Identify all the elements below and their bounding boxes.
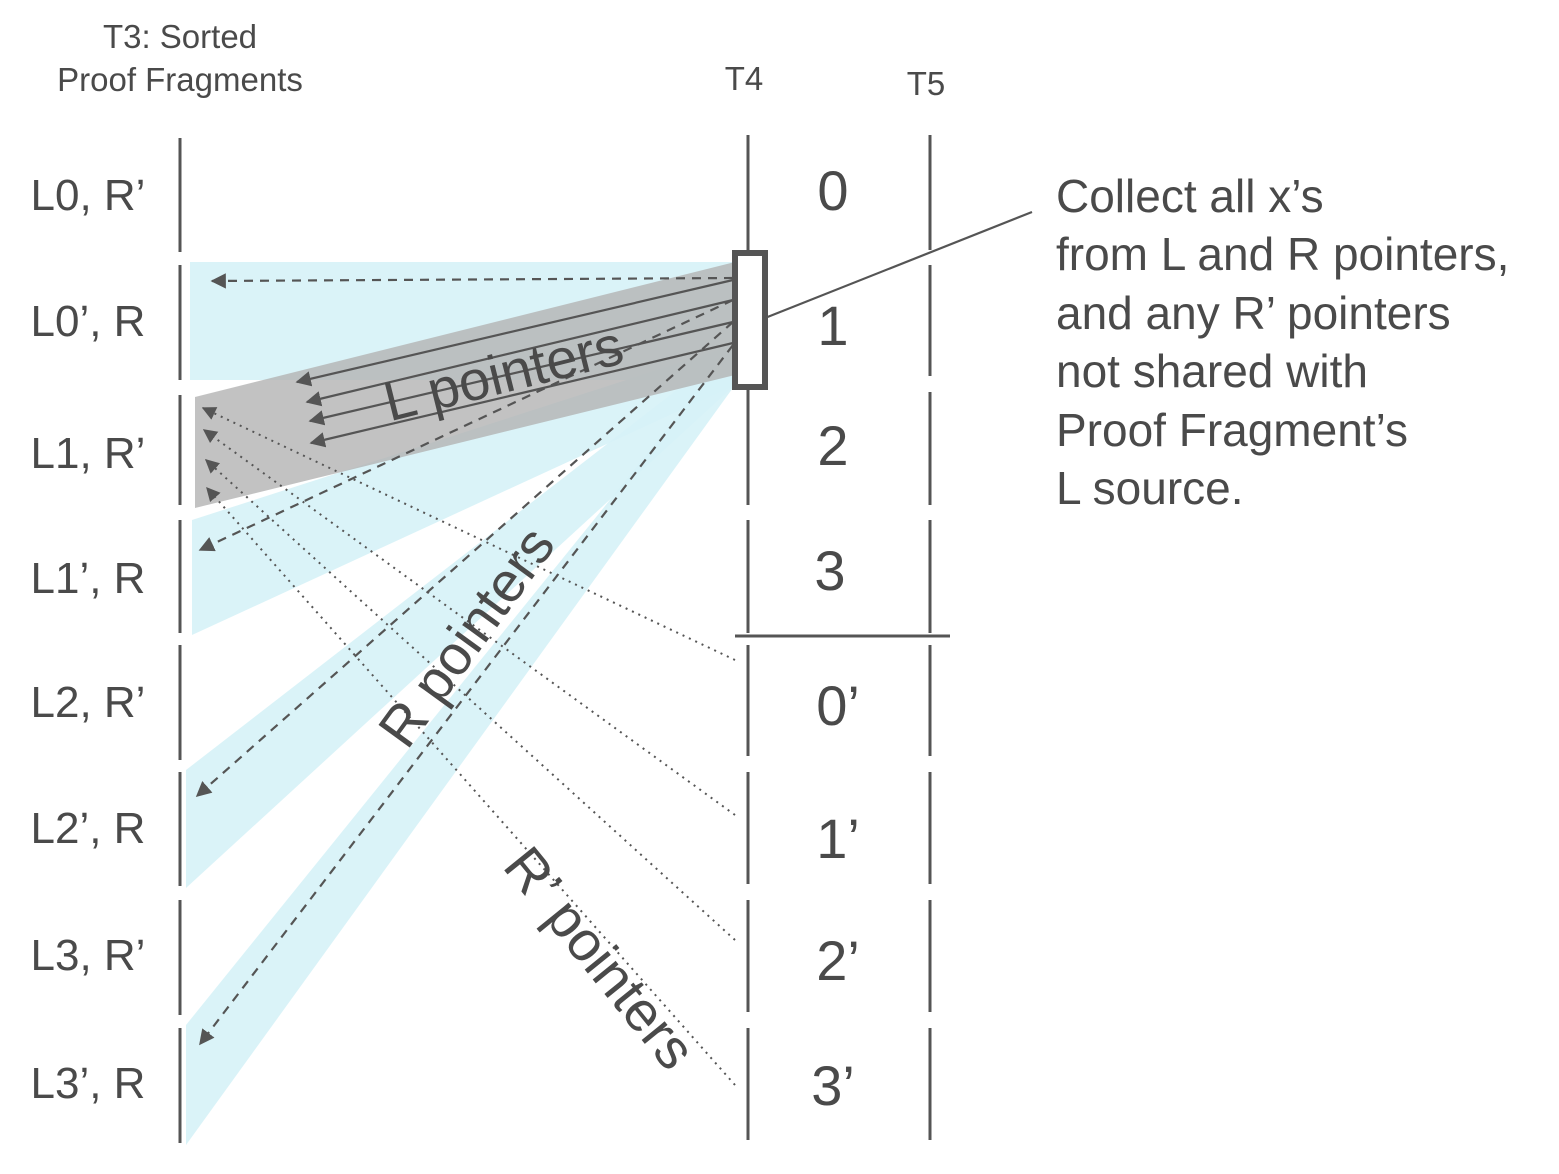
t4-entry: 2 [817, 414, 848, 477]
rprime-arrow-2 [204, 459, 736, 941]
r-arrow-3 [199, 344, 734, 1046]
t3-row-label: L0’, R [31, 297, 146, 346]
annotation-line: not shared with [1056, 345, 1368, 397]
rprime-arrow-0 [201, 407, 736, 661]
t3-header-line2: Proof Fragments [57, 61, 303, 98]
t3-row-label: L2’, R [31, 804, 146, 853]
t4-entry: 1’ [816, 807, 860, 870]
t4-entry: 1 [817, 294, 848, 357]
t4-entry: 3’ [811, 1054, 855, 1117]
rprime-pointer-arrows [201, 407, 736, 1086]
t3-row-label: L1’, R [31, 554, 146, 603]
annotation-line: Proof Fragment’s [1056, 404, 1408, 456]
l-arrow-3 [309, 341, 734, 448]
r-band-l1prime [192, 345, 735, 635]
rprime-arrow-1 [202, 429, 736, 816]
t4-entry: 0 [817, 159, 848, 222]
t3-row-label: L3, R’ [31, 931, 146, 980]
l-pointer-arrows [295, 278, 734, 448]
l-arrow-0 [295, 278, 734, 387]
annotation-line: and any R’ pointers [1056, 287, 1451, 339]
t3-row-label: L3’, R [31, 1059, 146, 1108]
annotation-line: from L and R pointers, [1056, 228, 1509, 280]
rprime-pointers-label: R’ pointers [492, 835, 708, 1081]
t3-row-label: L1, R’ [31, 429, 146, 478]
t4-entry: 3 [814, 539, 845, 602]
t4-entry: 0’ [816, 674, 860, 737]
annotation-line: L source. [1056, 462, 1244, 514]
callout-line [764, 210, 1033, 320]
l-arrow-1 [305, 298, 734, 407]
t4-header: T4 [725, 60, 764, 97]
r-band-l3prime [186, 345, 735, 1145]
t4-entry: 2’ [816, 929, 860, 992]
annotation-text: Collect all x’s from L and R pointers, a… [1056, 170, 1509, 514]
t4-rows: 0 1 2 3 0’ 1’ 2’ 3’ [811, 159, 860, 1117]
r-pointer-bands [186, 262, 735, 1145]
t3-header-line1: T3: Sorted [103, 18, 257, 55]
selected-entry-box [732, 250, 768, 390]
t3-row-label: L0, R’ [31, 171, 146, 220]
r-band-l2prime [186, 345, 735, 888]
r-arrow-0 [210, 273, 734, 289]
t5-header: T5 [907, 65, 946, 102]
annotation-line: Collect all x’s [1056, 170, 1324, 222]
r-arrow-2 [195, 321, 734, 798]
l-arrow-2 [308, 320, 734, 426]
t3-row-label: L2, R’ [31, 678, 146, 727]
t3-rows: L0, R’ L0’, R L1, R’ L1’, R L2, R’ L2’, … [31, 171, 146, 1108]
